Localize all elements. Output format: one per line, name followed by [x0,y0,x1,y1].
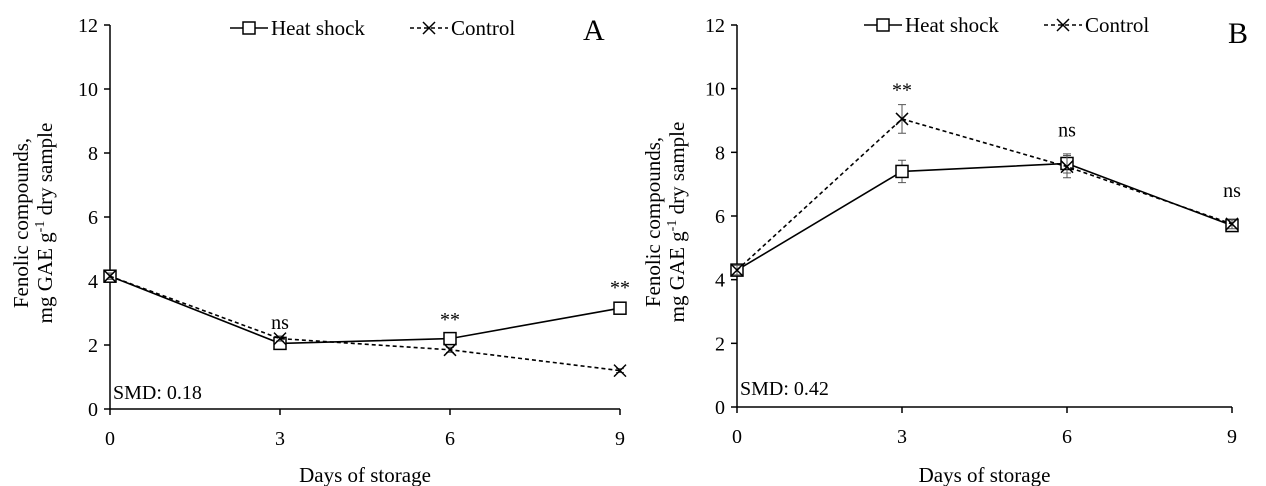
x-axis-title: Days of storage [919,463,1051,486]
legend-marker-control [422,21,436,35]
y-axis-title-superscript: -1 [665,220,680,232]
y-axis-title-rest: dry sample [33,123,57,221]
significance-label: ns [271,312,289,334]
y-tick-label: 8 [715,142,725,164]
data-point [273,332,287,346]
smd-label: SMD: 0.42 [740,378,829,400]
data-point [443,343,457,357]
significance-label: ** [610,277,630,299]
smd-label: SMD: 0.18 [113,382,202,404]
y-tick-label: 10 [705,79,725,101]
legend-marker-control [1056,18,1070,32]
y-tick-label: 2 [715,333,725,355]
chart-panel-b: 0 2 4 6 8 10 12 0 3 6 9 Days of storage Fenolic comp… [641,13,1248,486]
data-point [895,112,909,126]
y-tick-label: 4 [88,271,98,293]
series-control [103,269,627,378]
data-point [895,164,909,179]
legend-marker-heat-shock [876,18,890,32]
y-axis-title-line2: mg GAE g-1 dry sample [33,123,57,324]
y-axis-title-unit: mg GAE g [33,232,57,323]
panel-letter: A [583,14,605,47]
data-point [613,364,627,378]
y-tick-label: 10 [78,79,98,101]
y-tick-label: 0 [88,399,98,421]
legend-label-heat-shock: Heat shock [271,16,365,40]
y-tick-label: 6 [88,207,98,229]
chart-panel-a: 0 2 4 6 8 10 12 0 3 6 9 Days of storage Fenolic comp… [9,14,630,486]
y-axis-title-line1: Fenolic compounds, [9,138,33,308]
x-tick-label: 9 [1227,426,1237,448]
x-tick-label: 0 [732,426,742,448]
legend-marker-heat-shock [242,21,256,35]
series-line [109,275,621,345]
series-line [736,118,1233,271]
y-tick-label: 0 [715,397,725,419]
significance-label: ns [1058,119,1076,141]
significance-label: ns [1223,180,1241,202]
x-tick-label: 3 [275,428,285,450]
data-point [443,331,457,346]
series-heat-shock [103,269,627,351]
significance-label: ** [892,80,912,102]
x-axis-title: Days of storage [299,463,431,486]
y-axis-title-unit: mg GAE g [665,231,689,322]
y-axis-title-rest: dry sample [665,122,689,220]
data-point [103,269,117,283]
series-line [736,162,1233,271]
x-tick-label: 0 [105,428,115,450]
y-tick-label: 2 [88,335,98,357]
y-tick-label: 6 [715,206,725,228]
y-tick-label: 12 [705,15,725,37]
x-tick-label: 9 [615,428,625,450]
series-heat-shock [730,153,1239,277]
y-tick-label: 4 [715,270,725,292]
legend-label-control: Control [451,16,515,40]
data-point [1060,160,1074,174]
x-tick-label: 6 [1062,426,1072,448]
y-tick-label: 8 [88,143,98,165]
significance-label: ** [440,309,460,331]
legend: Heat shock Control [230,16,515,40]
data-point [730,263,744,277]
series-control [730,104,1239,277]
y-axis-title-superscript: -1 [33,221,48,233]
data-point [613,301,627,315]
panel-letter: B [1228,17,1248,50]
y-axis-title-line1: Fenolic compounds, [641,137,665,307]
series-line [109,275,621,372]
legend-label-heat-shock: Heat shock [905,13,999,37]
y-axis-title-line2: mg GAE g-1 dry sample [665,122,689,323]
data-point [1225,217,1239,231]
y-tick-label: 12 [78,15,98,37]
legend: Heat shock Control [864,13,1149,37]
legend-label-control: Control [1085,13,1149,37]
x-tick-label: 6 [445,428,455,450]
x-tick-label: 3 [897,426,907,448]
